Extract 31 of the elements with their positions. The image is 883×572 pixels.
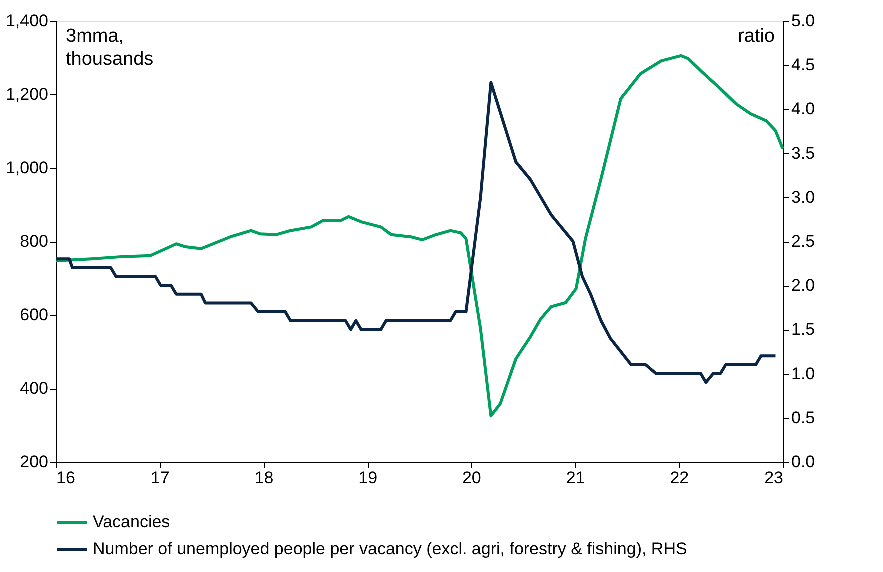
y2-axis-title: ratio (738, 26, 775, 47)
legend-label: Vacancies (93, 512, 170, 532)
line-series (54, 81, 778, 384)
legend-label: Number of unemployed people per vacancy (excl. agri, forestry & fishing), RHS (93, 540, 688, 558)
y2-tick-label: 3.0 (792, 188, 816, 207)
y2-tick-label: 5.0 (792, 12, 816, 30)
y-tick-label: 800 (20, 232, 48, 251)
y-tick-label: 1,400 (6, 12, 48, 30)
x-tick-label: 17 (150, 468, 170, 488)
x-tick-label: 20 (462, 468, 482, 488)
x-tick-label: 22 (670, 468, 690, 488)
y2-tick-label: 4.5 (792, 56, 816, 75)
y2-tick-label: 2.0 (792, 276, 816, 296)
x-tick-label: 21 (566, 468, 586, 488)
y-tick-label: 1,200 (6, 85, 48, 104)
x-tick-label: 16 (56, 468, 76, 488)
y2-tick-label: 3.5 (792, 144, 816, 163)
y2-tick-label: 1.0 (792, 364, 816, 384)
y-tick-label: 200 (20, 452, 48, 472)
x-tick-label: 18 (254, 468, 274, 488)
y2-tick-label: 0.5 (792, 408, 816, 428)
x-tick-label: 19 (358, 468, 378, 488)
x-tick-label: 23 (764, 468, 784, 488)
y-tick-label: 1,000 (6, 158, 48, 178)
y2-tick-label: 2.5 (792, 232, 816, 251)
y2-tick-label: 0.0 (792, 452, 816, 472)
y-tick-label: 400 (20, 379, 48, 398)
y2-tick-label: 1.5 (792, 320, 816, 340)
y2-tick-label: 4.0 (792, 100, 816, 119)
y-axis-title: 3mma, thousands (66, 26, 154, 70)
y-tick-label: 600 (20, 306, 48, 324)
